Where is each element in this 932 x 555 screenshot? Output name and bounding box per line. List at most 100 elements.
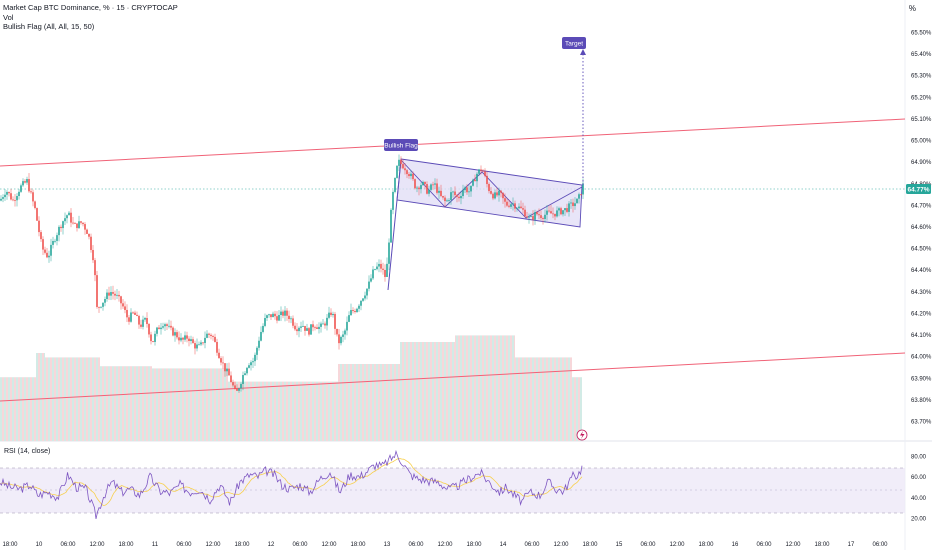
volume-bar bbox=[0, 377, 36, 441]
time-tick-label: 12:00 bbox=[785, 542, 801, 548]
time-tick-label: 18:00 bbox=[582, 542, 598, 548]
time-tick-label: 12:00 bbox=[437, 542, 453, 548]
candle-body bbox=[132, 312, 134, 314]
candle-body bbox=[272, 313, 274, 318]
candle-body bbox=[394, 177, 396, 192]
channel-upper-line[interactable] bbox=[0, 118, 906, 167]
candle-body bbox=[458, 196, 460, 199]
volume-label[interactable]: Vol bbox=[3, 12, 14, 22]
candle-body bbox=[574, 203, 576, 207]
channel-lower-line[interactable] bbox=[0, 352, 906, 402]
candle-body bbox=[180, 337, 182, 341]
candle-body bbox=[112, 292, 114, 294]
candle-body bbox=[204, 337, 206, 343]
candle-body bbox=[220, 358, 222, 363]
price-axis[interactable]: 65.50% 65.40% 65.30% 65.20% 65.10% 65.00% 64.9… bbox=[911, 31, 932, 426]
percent-scale-toggle[interactable]: % bbox=[908, 4, 916, 13]
candle-body bbox=[42, 239, 44, 250]
candle-body bbox=[28, 179, 30, 192]
candle-body bbox=[230, 375, 232, 383]
candle-body bbox=[122, 303, 124, 307]
candle-body bbox=[146, 318, 148, 325]
bullish-flag-shape[interactable] bbox=[396, 158, 583, 228]
candle-body bbox=[240, 384, 242, 389]
price-tick-label: 65.20% bbox=[911, 95, 932, 101]
candle-body bbox=[356, 308, 358, 312]
candle-body bbox=[32, 192, 34, 202]
volume-bar bbox=[100, 366, 152, 441]
candle-body bbox=[558, 208, 560, 211]
candle-body bbox=[108, 292, 110, 296]
candle-body bbox=[400, 159, 402, 165]
candle-body bbox=[48, 255, 50, 258]
candle-body bbox=[100, 306, 102, 308]
candle-body bbox=[258, 340, 260, 348]
candle-body bbox=[482, 170, 484, 172]
candle-body bbox=[376, 266, 378, 270]
candle-body bbox=[374, 269, 376, 270]
price-tick-label: 64.70% bbox=[911, 203, 932, 209]
candle-body bbox=[50, 244, 52, 256]
candle-body bbox=[216, 341, 218, 353]
time-tick-label: 18:00 bbox=[350, 542, 366, 548]
price-tick-label: 65.50% bbox=[911, 31, 932, 37]
candle-body bbox=[90, 236, 92, 250]
candle-body bbox=[474, 179, 476, 182]
candle-body bbox=[248, 365, 250, 368]
rsi-axis[interactable]: 80.00 60.00 40.00 20.00 bbox=[911, 455, 927, 523]
candle-body bbox=[512, 203, 514, 205]
candle-body bbox=[546, 210, 548, 215]
candle-body bbox=[532, 216, 534, 220]
time-axis[interactable]: 18:00 10 06:00 12:00 18:00 11 06:00 12:00 18:00 1… bbox=[2, 542, 888, 548]
candle-body bbox=[452, 191, 454, 193]
candle-body bbox=[372, 269, 374, 279]
time-tick-label: 18:00 bbox=[2, 542, 18, 548]
time-tick-label: 14 bbox=[500, 542, 507, 548]
candle-body bbox=[324, 323, 326, 326]
candle-body bbox=[308, 328, 310, 335]
candle-body bbox=[524, 209, 526, 217]
candle-body bbox=[144, 318, 146, 320]
candle-body bbox=[218, 352, 220, 359]
candle-body bbox=[88, 233, 90, 237]
time-tick-label: 18:00 bbox=[814, 542, 830, 548]
candle-body bbox=[280, 311, 282, 316]
candle-body bbox=[540, 215, 542, 219]
price-tick-label: 65.40% bbox=[911, 52, 932, 58]
candle-body bbox=[568, 203, 570, 212]
time-tick-label: 12:00 bbox=[669, 542, 685, 548]
candle-body bbox=[436, 183, 438, 193]
candle-body bbox=[156, 327, 158, 334]
chart-legend: Market Cap BTC Dominance, % · 15 · CRYPT… bbox=[3, 3, 178, 32]
candle-body bbox=[334, 313, 336, 329]
candle-body bbox=[316, 327, 318, 329]
candle-body bbox=[116, 294, 118, 296]
candle-body bbox=[24, 181, 26, 183]
candle-body bbox=[264, 318, 266, 326]
time-tick-label: 06:00 bbox=[756, 542, 772, 548]
volume-bar bbox=[455, 335, 515, 441]
time-tick-label: 06:00 bbox=[292, 542, 308, 548]
candle-body bbox=[306, 328, 308, 331]
bullish-flag-label[interactable]: Bullish Flag bbox=[384, 139, 418, 151]
candle-body bbox=[370, 278, 372, 282]
candle-body bbox=[502, 192, 504, 199]
candle-body bbox=[78, 221, 80, 229]
indicator-label[interactable]: Bullish Flag (All, All, 15, 50) bbox=[3, 22, 95, 31]
candle-body bbox=[526, 216, 528, 218]
candle-body bbox=[402, 164, 404, 169]
candle-body bbox=[406, 170, 408, 175]
candle-body bbox=[4, 194, 6, 198]
candle-body bbox=[412, 173, 414, 180]
candle-body bbox=[38, 220, 40, 233]
candle-body bbox=[242, 375, 244, 385]
target-label[interactable]: Target bbox=[562, 37, 586, 49]
symbol-title[interactable]: Market Cap BTC Dominance, % · 15 · CRYPT… bbox=[3, 3, 178, 12]
candle-body bbox=[566, 208, 568, 212]
candle-body bbox=[254, 354, 256, 362]
lightning-icon[interactable] bbox=[576, 429, 588, 441]
candle-body bbox=[548, 210, 550, 212]
candle-body bbox=[184, 335, 186, 340]
